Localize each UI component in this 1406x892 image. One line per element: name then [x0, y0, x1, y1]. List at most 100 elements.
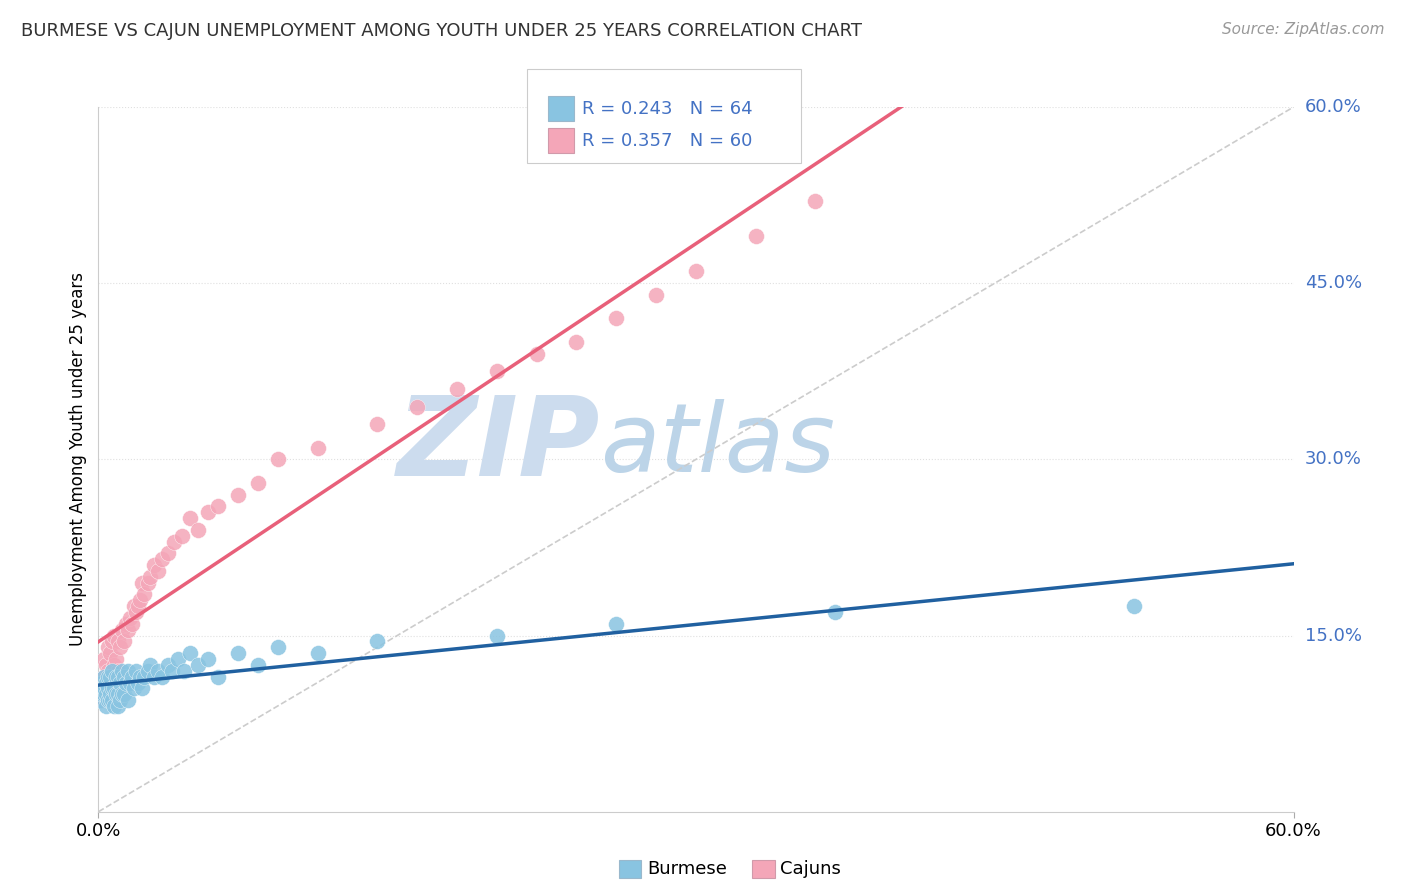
- Text: 15.0%: 15.0%: [1305, 626, 1361, 645]
- Text: Cajuns: Cajuns: [780, 860, 841, 878]
- Text: R = 0.243   N = 64: R = 0.243 N = 64: [582, 100, 752, 118]
- Point: [127, 675, 149, 690]
- Point: [97, 681, 120, 696]
- Point: [129, 593, 152, 607]
- Point: [485, 628, 508, 642]
- Point: [134, 587, 156, 601]
- Point: [112, 670, 135, 684]
- Point: [98, 670, 122, 684]
- Point: [131, 575, 153, 590]
- Point: [163, 534, 186, 549]
- Point: [187, 657, 209, 672]
- Point: [112, 634, 135, 648]
- Point: [110, 675, 132, 690]
- Point: [125, 664, 148, 678]
- Point: [160, 664, 183, 678]
- Point: [110, 693, 132, 707]
- Point: [745, 229, 768, 244]
- Point: [150, 670, 173, 684]
- Point: [93, 670, 115, 684]
- Point: [103, 657, 125, 672]
- Point: [107, 699, 129, 714]
- Point: [101, 664, 124, 678]
- Point: [101, 634, 124, 648]
- Point: [167, 652, 190, 666]
- Text: 60.0%: 60.0%: [1305, 98, 1361, 116]
- Point: [120, 611, 142, 625]
- Point: [197, 652, 219, 666]
- Point: [226, 487, 249, 501]
- Point: [107, 664, 129, 678]
- Point: [1123, 599, 1146, 614]
- Text: R = 0.357   N = 60: R = 0.357 N = 60: [582, 132, 752, 150]
- Point: [605, 616, 627, 631]
- Point: [136, 664, 159, 678]
- Point: [127, 599, 149, 614]
- Point: [207, 670, 229, 684]
- Point: [110, 640, 132, 655]
- Point: [804, 194, 827, 208]
- Point: [103, 699, 125, 714]
- Point: [148, 564, 170, 578]
- Point: [98, 646, 122, 660]
- Point: [103, 681, 125, 696]
- Point: [824, 605, 846, 619]
- Point: [101, 664, 124, 678]
- Point: [111, 623, 134, 637]
- Point: [96, 675, 118, 690]
- Text: Source: ZipAtlas.com: Source: ZipAtlas.com: [1222, 22, 1385, 37]
- Point: [157, 657, 180, 672]
- Point: [366, 417, 388, 431]
- Point: [246, 475, 269, 490]
- Point: [98, 693, 122, 707]
- Point: [136, 575, 159, 590]
- Text: 45.0%: 45.0%: [1305, 274, 1362, 293]
- Point: [98, 670, 122, 684]
- Point: [101, 681, 124, 696]
- Point: [148, 664, 170, 678]
- Point: [307, 441, 329, 455]
- Point: [91, 675, 114, 690]
- Point: [129, 670, 152, 684]
- Point: [107, 670, 129, 684]
- Point: [124, 681, 146, 696]
- Point: [179, 646, 201, 660]
- Text: atlas: atlas: [600, 399, 835, 491]
- Point: [143, 558, 166, 573]
- Point: [115, 616, 138, 631]
- Point: [172, 529, 194, 543]
- Point: [157, 546, 180, 560]
- Point: [179, 511, 201, 525]
- Point: [93, 670, 115, 684]
- Point: [98, 687, 122, 701]
- Point: [307, 646, 329, 660]
- Point: [97, 670, 120, 684]
- Point: [93, 687, 115, 701]
- Point: [446, 382, 468, 396]
- Text: Burmese: Burmese: [647, 860, 727, 878]
- Point: [246, 657, 269, 672]
- Point: [112, 687, 135, 701]
- Point: [105, 670, 128, 684]
- Point: [115, 675, 138, 690]
- Point: [105, 652, 128, 666]
- Point: [485, 364, 508, 378]
- Point: [121, 670, 143, 684]
- Point: [124, 599, 146, 614]
- Point: [93, 681, 115, 696]
- Point: [117, 693, 139, 707]
- Point: [645, 288, 668, 302]
- Text: ZIP: ZIP: [396, 392, 600, 499]
- Text: 30.0%: 30.0%: [1305, 450, 1361, 468]
- Point: [93, 687, 115, 701]
- Point: [207, 500, 229, 514]
- Point: [96, 675, 118, 690]
- Point: [526, 346, 548, 360]
- Point: [197, 505, 219, 519]
- Point: [134, 670, 156, 684]
- Point: [120, 675, 142, 690]
- Point: [96, 687, 118, 701]
- Point: [267, 452, 290, 467]
- Point: [139, 657, 162, 672]
- Point: [96, 699, 118, 714]
